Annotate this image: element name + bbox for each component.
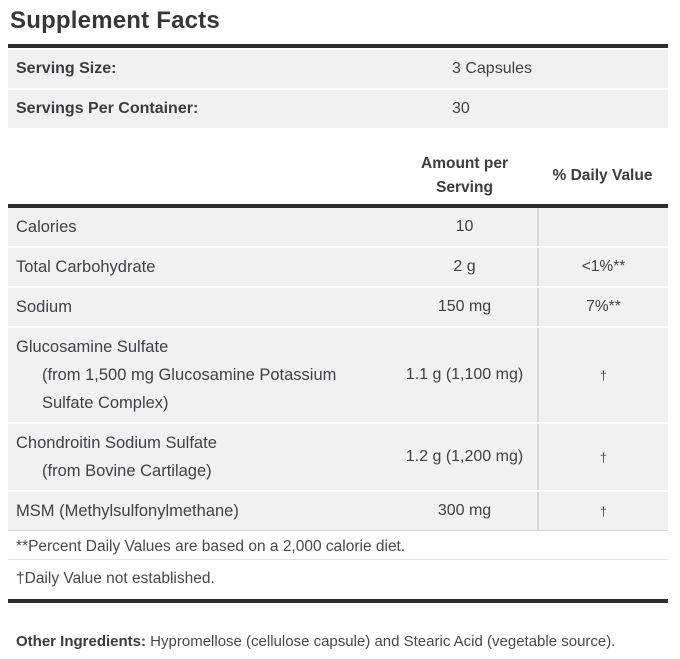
nutrient-name-main: Chondroitin Sodium Sulfate xyxy=(16,434,217,452)
table-row-msm: MSM (Methylsulfonylmethane) 300 mg † xyxy=(8,492,668,531)
nutrient-amount: 2 g xyxy=(453,258,476,275)
nutrient-name-main: Glucosamine Sulfate xyxy=(16,338,169,356)
nutrient-amount: 1.2 g (1,200 mg) xyxy=(405,448,524,465)
nutrient-name-subline: (from Bovine Cartilage) xyxy=(42,462,212,480)
percent-daily-value-footnote: **Percent Daily Values are based on a 2,… xyxy=(8,533,668,560)
daily-value-not-established-footnote: †Daily Value not established. xyxy=(16,570,215,587)
nutrient-amount: 1.1 g (1,100 mg) xyxy=(405,366,524,383)
nutrient-daily-value: <1%** xyxy=(537,248,668,286)
nutrient-daily-value: † xyxy=(537,424,668,490)
nutrient-amount: 300 mg xyxy=(437,502,492,519)
nutrient-name: Chondroitin Sodium Sulfate (from Bovine … xyxy=(8,424,392,490)
servings-per-container-label: Servings Per Container: xyxy=(16,100,199,117)
nutrient-name-subline: (from 1,500 mg Glucosamine Potassium xyxy=(42,366,337,384)
nutrient-name: Sodium xyxy=(16,298,72,316)
nutrient-name: Calories xyxy=(16,218,77,236)
amount-column-header: Amount per Serving xyxy=(421,155,508,196)
section-gap xyxy=(8,130,668,148)
servings-per-container-value: 30 xyxy=(452,100,470,117)
table-row-sodium: Sodium 150 mg 7%** xyxy=(8,288,668,326)
daily-value-column-header: % Daily Value xyxy=(552,167,653,184)
nutrient-name: Total Carbohydrate xyxy=(16,258,156,276)
serving-size-label: Serving Size: xyxy=(16,60,117,77)
other-ingredients-text: Hypromellose (cellulose capsule) and Ste… xyxy=(146,633,616,650)
header-divider-bar xyxy=(8,204,668,208)
table-row-chondroitin-sodium-sulfate: Chondroitin Sodium Sulfate (from Bovine … xyxy=(8,424,668,490)
table-row-total-carbohydrate: Total Carbohydrate 2 g <1%** xyxy=(8,248,668,286)
nutrient-name-subline: Sulfate Complex) xyxy=(42,394,169,412)
serving-size-value: 3 Capsules xyxy=(452,60,533,77)
nutrient-amount: 10 xyxy=(455,218,474,235)
column-headers: Amount per Serving % Daily Value xyxy=(8,148,668,204)
servings-per-container-row: Servings Per Container: 30 xyxy=(8,90,668,128)
table-row-calories: Calories 10 xyxy=(8,208,668,246)
top-divider-bar xyxy=(8,44,668,48)
bottom-divider-bar xyxy=(8,599,668,603)
other-ingredients-label: Other Ingredients: xyxy=(16,633,147,650)
other-ingredients: Other Ingredients: Hypromellose (cellulo… xyxy=(8,633,668,651)
nutrient-daily-value: 7%** xyxy=(537,288,668,326)
nutrient-daily-value: † xyxy=(537,328,668,422)
nutrient-daily-value xyxy=(537,208,668,246)
nutrient-name: Glucosamine Sulfate (from 1,500 mg Gluco… xyxy=(8,328,392,422)
nutrient-name: MSM (Methylsulfonylmethane) xyxy=(16,502,239,520)
facts-table: Calories 10 Total Carbohydrate 2 g <1%**… xyxy=(8,208,668,531)
table-row-glucosamine-sulfate: Glucosamine Sulfate (from 1,500 mg Gluco… xyxy=(8,328,668,422)
serving-size-row: Serving Size: 3 Capsules xyxy=(8,50,668,88)
nutrient-daily-value: † xyxy=(537,492,668,530)
nutrient-amount: 150 mg xyxy=(437,298,492,315)
page-title: Supplement Facts xyxy=(10,7,220,34)
header-spacer xyxy=(8,152,392,200)
